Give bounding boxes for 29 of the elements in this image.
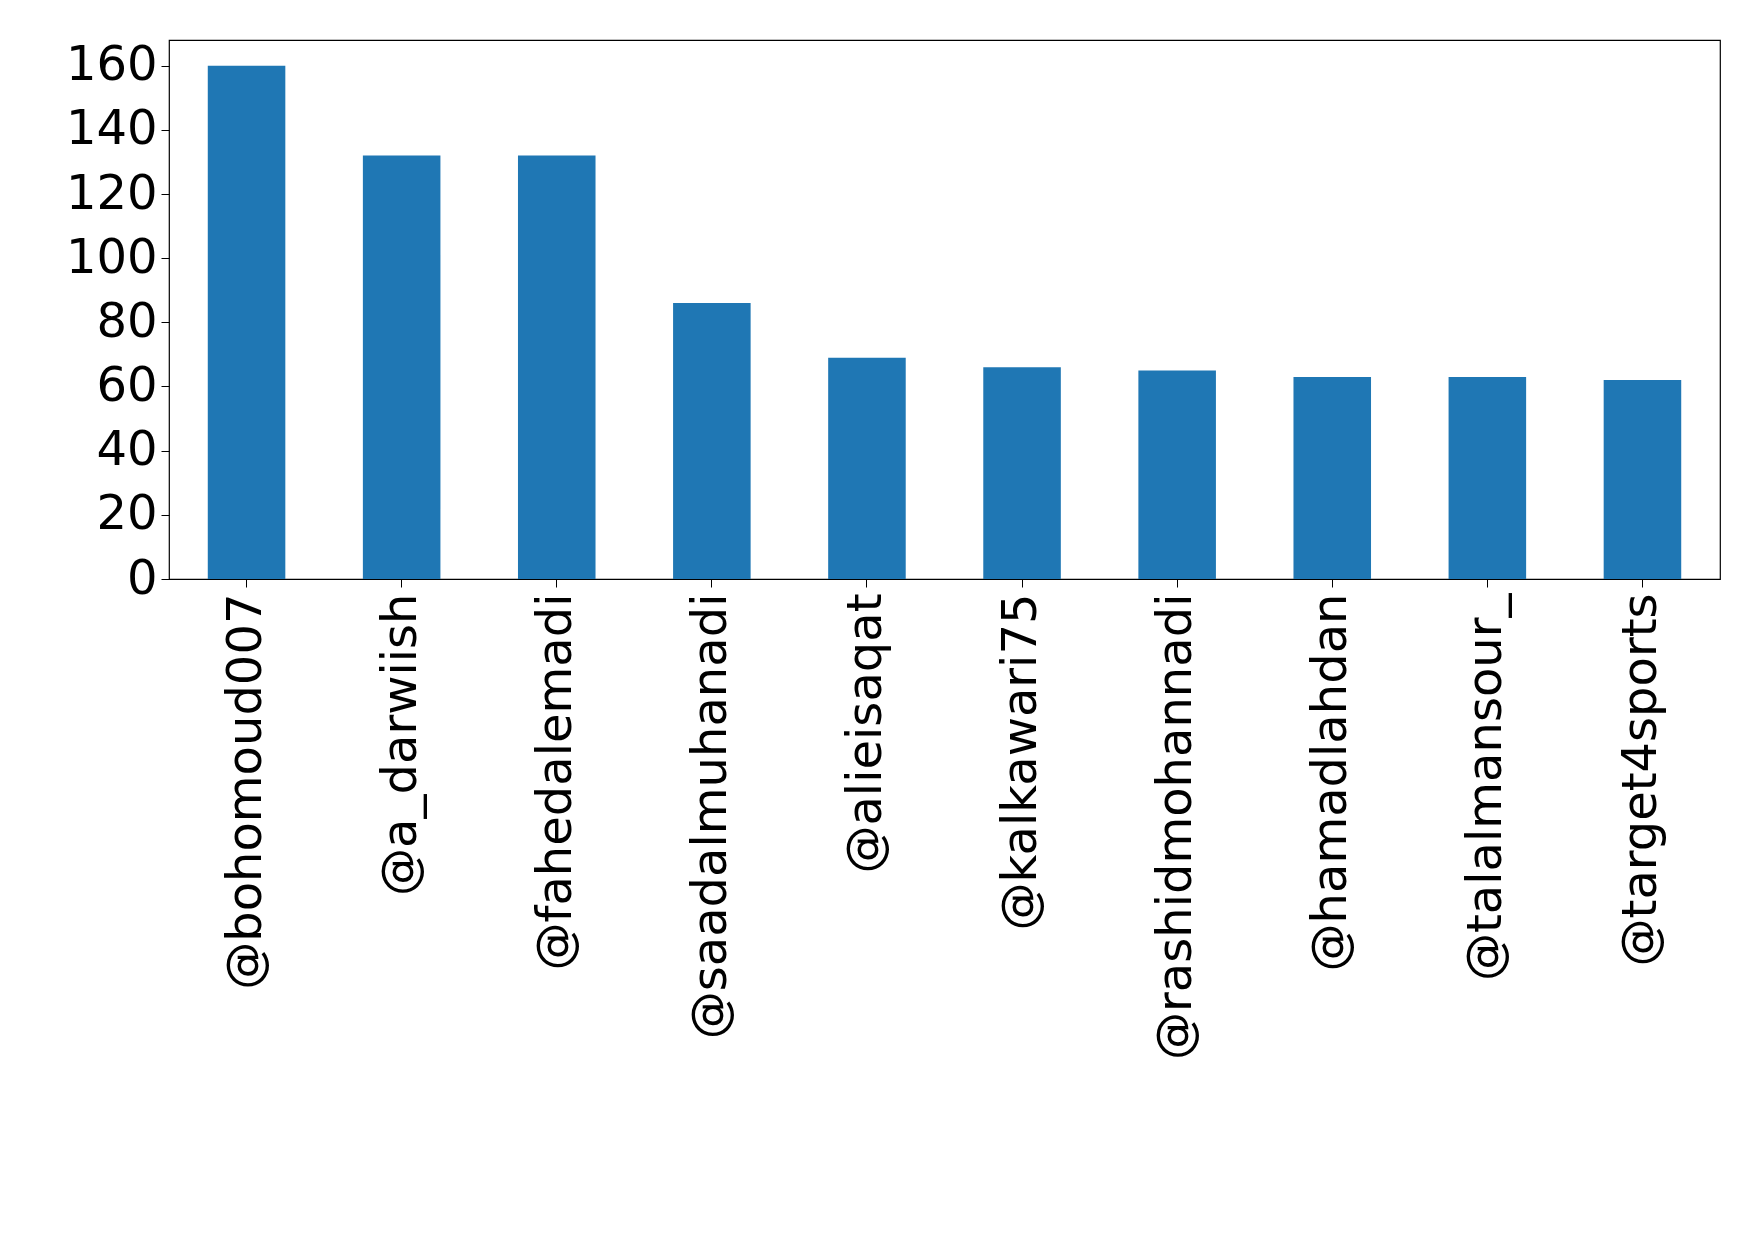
y-tick-label: 40 xyxy=(96,420,158,477)
y-tick-label: 80 xyxy=(96,291,158,348)
x-tick-label: @fahedalemadi xyxy=(525,593,582,971)
bar xyxy=(517,155,596,579)
y-tick-label: 100 xyxy=(65,227,158,284)
y-tick-label: 0 xyxy=(126,548,158,605)
x-tick-label: @hamadlahdan xyxy=(1301,593,1358,972)
bar xyxy=(673,303,751,579)
bar xyxy=(828,357,906,579)
x-tick-label: @saadalmuhanadi xyxy=(680,593,737,1040)
x-tick-label: @bohomoud007 xyxy=(215,593,272,990)
bar xyxy=(1603,380,1682,579)
y-tick-label: 20 xyxy=(96,484,158,541)
x-tick-label: @kalkawari75 xyxy=(991,593,1048,931)
y-tick-label: 140 xyxy=(65,99,158,156)
x-tick-label: @talalmansour_ xyxy=(1456,592,1513,981)
bar xyxy=(207,65,286,579)
bar xyxy=(362,155,441,579)
x-tick-label: @rashidmohannadi xyxy=(1146,593,1203,1060)
y-tick-label: 60 xyxy=(96,356,158,412)
x-tick-label: @alieisaqat xyxy=(835,593,892,874)
y-tick-label: 160 xyxy=(65,35,158,92)
bar xyxy=(1138,370,1216,579)
y-tick-label: 120 xyxy=(65,163,158,220)
bar xyxy=(1293,376,1372,579)
x-tick-label: @a_darwiish xyxy=(370,593,427,896)
bar xyxy=(1448,376,1527,579)
x-tick-label: @target4sports xyxy=(1611,593,1668,967)
bar xyxy=(983,367,1061,579)
